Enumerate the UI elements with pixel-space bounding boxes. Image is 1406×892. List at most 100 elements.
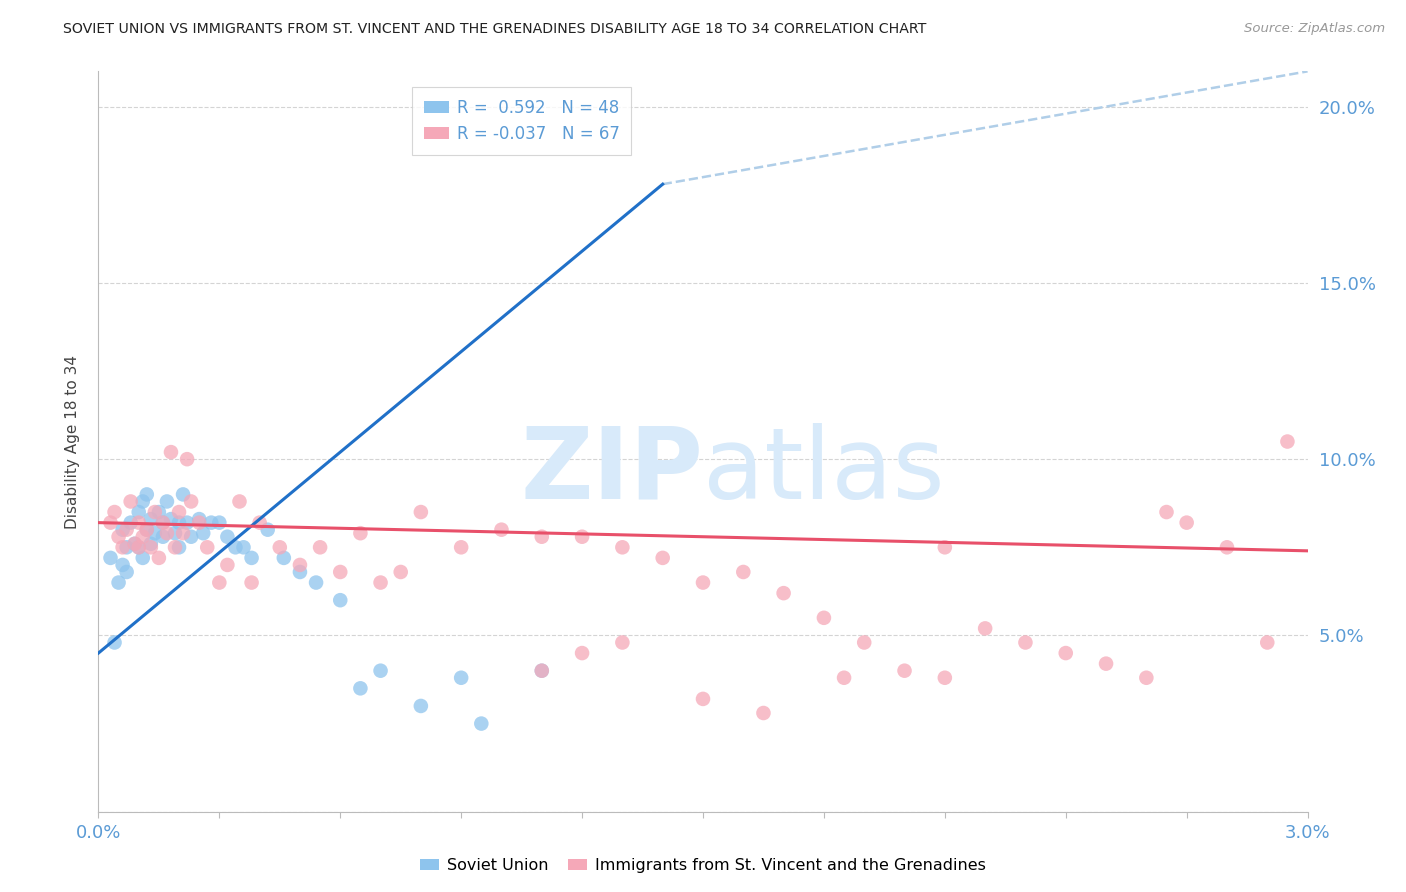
Point <box>103 505 125 519</box>
Point <box>156 494 179 508</box>
Point <box>128 505 150 519</box>
Point <box>167 516 190 530</box>
Point <box>349 681 371 696</box>
Point <box>100 516 122 530</box>
Point <box>148 505 170 519</box>
Point <box>612 635 634 649</box>
Point <box>470 716 492 731</box>
Point <box>1156 505 1178 519</box>
Point <box>389 565 412 579</box>
Point <box>135 523 157 537</box>
Point <box>409 505 432 519</box>
Point <box>409 698 432 713</box>
Point <box>135 523 157 537</box>
Point <box>128 541 150 555</box>
Point <box>180 494 202 508</box>
Point <box>200 516 222 530</box>
Point <box>273 550 295 565</box>
Point <box>571 646 593 660</box>
Point <box>329 593 352 607</box>
Point <box>232 541 254 555</box>
Point <box>143 526 166 541</box>
Text: SOVIET UNION VS IMMIGRANTS FROM ST. VINCENT AND THE GRENADINES DISABILITY AGE 18: SOVIET UNION VS IMMIGRANTS FROM ST. VINC… <box>63 22 927 37</box>
Point <box>1054 646 1077 660</box>
Point <box>370 575 392 590</box>
Point <box>1256 635 1278 649</box>
Point <box>256 523 278 537</box>
Point <box>612 541 634 555</box>
Point <box>195 541 218 555</box>
Point <box>974 621 997 635</box>
Point <box>124 537 146 551</box>
Point <box>115 523 138 537</box>
Point <box>733 565 755 579</box>
Point <box>120 494 142 508</box>
Point <box>115 565 138 579</box>
Text: atlas: atlas <box>703 423 945 520</box>
Point <box>1095 657 1118 671</box>
Point <box>217 558 239 572</box>
Point <box>1216 541 1239 555</box>
Point <box>651 550 673 565</box>
Point <box>349 526 371 541</box>
Point <box>128 516 150 530</box>
Point <box>167 505 190 519</box>
Legend: Soviet Union, Immigrants from St. Vincent and the Grenadines: Soviet Union, Immigrants from St. Vincen… <box>413 852 993 880</box>
Point <box>176 516 198 530</box>
Point <box>160 445 183 459</box>
Point <box>100 550 122 565</box>
Point <box>156 526 179 541</box>
Point <box>772 586 794 600</box>
Point <box>224 541 246 555</box>
Point <box>193 526 215 541</box>
Point <box>167 541 190 555</box>
Point <box>692 575 714 590</box>
Point <box>530 530 553 544</box>
Point <box>217 530 239 544</box>
Point <box>240 550 263 565</box>
Point <box>111 541 134 555</box>
Point <box>450 671 472 685</box>
Point <box>813 611 835 625</box>
Point <box>1014 635 1036 649</box>
Point <box>269 541 291 555</box>
Point <box>934 541 956 555</box>
Point <box>329 565 352 579</box>
Point <box>152 516 174 530</box>
Point <box>103 635 125 649</box>
Point <box>491 523 513 537</box>
Point <box>530 664 553 678</box>
Point <box>240 575 263 590</box>
Point <box>143 505 166 519</box>
Y-axis label: Disability Age 18 to 34: Disability Age 18 to 34 <box>65 354 80 529</box>
Point <box>160 512 183 526</box>
Point <box>163 526 186 541</box>
Point <box>139 541 162 555</box>
Point <box>692 692 714 706</box>
Point <box>370 664 392 678</box>
Point <box>163 541 186 555</box>
Point <box>1175 516 1198 530</box>
Point <box>132 494 155 508</box>
Point <box>139 537 162 551</box>
Point <box>128 541 150 555</box>
Point <box>111 523 134 537</box>
Point <box>124 537 146 551</box>
Point <box>111 558 134 572</box>
Point <box>309 541 332 555</box>
Point <box>188 516 211 530</box>
Point <box>228 494 250 508</box>
Legend: R =  0.592   N = 48, R = -0.037   N = 67: R = 0.592 N = 48, R = -0.037 N = 67 <box>412 87 631 155</box>
Text: ZIP: ZIP <box>520 423 703 520</box>
Point <box>288 558 311 572</box>
Point <box>107 575 129 590</box>
Point <box>139 512 162 526</box>
Point <box>934 671 956 685</box>
Point <box>1277 434 1299 449</box>
Point <box>180 530 202 544</box>
Point <box>132 530 155 544</box>
Point <box>152 530 174 544</box>
Point <box>305 575 328 590</box>
Point <box>188 512 211 526</box>
Point <box>249 516 271 530</box>
